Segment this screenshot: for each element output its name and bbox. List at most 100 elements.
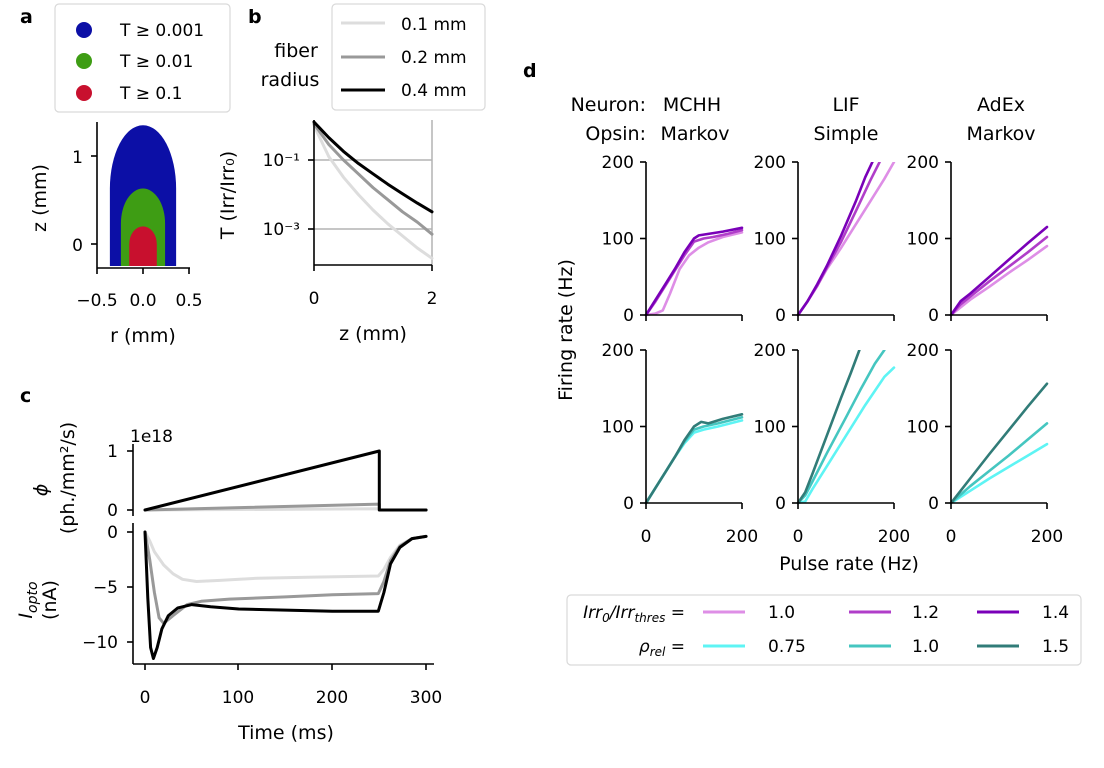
legend-row1-sub1: 0 bbox=[602, 611, 610, 625]
panel-c-bottom-plot bbox=[143, 530, 428, 660]
panel-c-bottom-ylabel-sub: opto bbox=[25, 581, 41, 613]
line-b-0.4mm bbox=[312, 120, 434, 214]
panel-b-legend-title-line1: fiber bbox=[274, 40, 318, 62]
panel-letter-a: a bbox=[20, 6, 33, 28]
panel-d-xlabel: Pulse rate (Hz) bbox=[779, 553, 919, 575]
panel-c-bottom-ytick-1: −5 bbox=[93, 578, 118, 598]
line-d-LIF-Simple-rho-1.0 bbox=[796, 350, 886, 505]
panel-b-ytick-0: 10⁻¹ bbox=[263, 151, 300, 171]
panel-c-top-ylabel-symbol: ϕ bbox=[30, 484, 52, 497]
panel-d-ytick-r0c2-1: 100 bbox=[907, 230, 939, 250]
legend-marker-a-2 bbox=[76, 85, 92, 101]
panel-a-ytick-0: 0 bbox=[72, 236, 83, 256]
panel-d-ytick-r0c0-0: 200 bbox=[602, 153, 634, 173]
subplot-lines bbox=[644, 412, 744, 505]
line-d-MCHH-Markov-rho-1.0 bbox=[644, 415, 744, 505]
line-d-MCHH-Markov-Irr-1.0 bbox=[644, 231, 744, 317]
panel-b-legend-title-line2: radius bbox=[261, 69, 320, 91]
panel-d-xtick-c2-0: 0 bbox=[946, 527, 957, 547]
panel-d: d Neuron: Opsin: MCHH Markov LIF Simple … bbox=[523, 60, 1082, 666]
legend-label-d-irr-1: 1.2 bbox=[912, 603, 939, 623]
legend-row2-rho: ρ bbox=[639, 637, 650, 657]
panel-c-xtick-2: 200 bbox=[316, 688, 348, 708]
panel-b-xtick-1: 2 bbox=[427, 289, 438, 309]
panel-d-ytick-r1c0-1: 100 bbox=[602, 418, 634, 438]
subplot-lines bbox=[796, 350, 896, 505]
line-b-0.1mm bbox=[312, 124, 434, 260]
legend-row1-sub2: thres bbox=[634, 611, 665, 625]
panel-d-xtick-c0-1: 200 bbox=[726, 527, 758, 547]
panel-d-subplots: 200 100 0 200 100 0 200 100 0 200 100 0 200 100 0 200 10… bbox=[602, 153, 1064, 547]
panel-c-top-plot bbox=[143, 449, 428, 512]
legend-label-d-irr-2: 1.4 bbox=[1042, 603, 1069, 623]
panel-c: c 1e18 1 0 ϕ (ph./mm²/s) 0 −5 −10 Iopto … bbox=[15, 385, 442, 744]
line-d-AdEx-Markov-Irr-1.0 bbox=[949, 244, 1049, 317]
panel-c-top-ytick-1: 0 bbox=[107, 501, 118, 521]
subplot-d-MCHH-Markov-Irr bbox=[640, 161, 744, 321]
line-d-AdEx-Markov-Irr-1.4 bbox=[949, 225, 1049, 317]
line-d-MCHH-Markov-Irr-1.2 bbox=[644, 228, 744, 317]
panel-c-xtick-0: 0 bbox=[140, 688, 151, 708]
panel-a-xtick-2: 0.5 bbox=[175, 291, 202, 311]
panel-a-plot bbox=[109, 125, 177, 266]
subplot-lines bbox=[949, 382, 1049, 505]
panel-d-ytick-r1c2-0: 200 bbox=[907, 341, 939, 361]
panel-d-col1-neuron: LIF bbox=[832, 94, 859, 116]
panel-d-ytick-r0c1-0: 200 bbox=[754, 153, 786, 173]
subplot-d-MCHH-Markov-rho bbox=[640, 349, 744, 509]
panel-d-col0-opsin: Markov bbox=[660, 123, 729, 145]
panel-b: b fiber radius 0.1 mm 0.2 mm 0.4 mm 10⁻¹… bbox=[217, 3, 486, 345]
panel-d-neuron-label: Neuron: bbox=[571, 94, 646, 116]
legend-label-b-0: 0.1 mm bbox=[401, 15, 467, 35]
line-c-bottom-0.1mm bbox=[143, 530, 428, 583]
legend-marker-a-0 bbox=[76, 22, 92, 38]
legend-label-d-rho-2: 1.5 bbox=[1042, 637, 1069, 657]
panel-d-ytick-r1c2-1: 100 bbox=[907, 418, 939, 438]
panel-c-bottom-ylabel-unit: (nA) bbox=[39, 580, 61, 620]
panel-a-xtick-1: 0.0 bbox=[129, 291, 156, 311]
panel-c-top-ytick-0: 1 bbox=[107, 442, 118, 462]
panel-d-ytick-r0c0-2: 0 bbox=[623, 306, 634, 326]
subplot-d-AdEx-Markov-Irr bbox=[945, 161, 1049, 321]
panel-d-ylabel: Firing rate (Hz) bbox=[555, 259, 577, 401]
panel-d-ytick-r1c0-0: 200 bbox=[602, 341, 634, 361]
panel-a-legend bbox=[54, 3, 231, 113]
line-d-LIF-Simple-Irr-1.4 bbox=[796, 162, 874, 317]
panel-d-ytick-r0c2-0: 200 bbox=[907, 153, 939, 173]
line-d-LIF-Simple-rho-0.75 bbox=[796, 366, 896, 505]
panel-d-col2-opsin: Markov bbox=[966, 123, 1035, 145]
panel-letter-c: c bbox=[20, 385, 31, 407]
panel-letter-b: b bbox=[248, 6, 262, 28]
legend-row1-mid: /Irr bbox=[608, 603, 636, 623]
legend-label-b-2: 0.4 mm bbox=[401, 81, 467, 101]
panel-d-ytick-r0c1-1: 100 bbox=[754, 230, 786, 250]
legend-label-d-rho-1: 1.0 bbox=[912, 637, 939, 657]
subplot-lines bbox=[796, 162, 896, 317]
panel-d-opsin-label: Opsin: bbox=[585, 123, 646, 145]
line-d-AdEx-Markov-rho-1.5 bbox=[949, 382, 1049, 505]
panel-c-xtick-3: 300 bbox=[410, 688, 442, 708]
legend-row2-sub: rel bbox=[650, 645, 666, 659]
line-c-top-0.4mm bbox=[143, 449, 428, 512]
legend-row1-irr: Irr bbox=[583, 603, 603, 623]
panel-c-xtick-1: 100 bbox=[222, 688, 254, 708]
panel-letter-d: d bbox=[523, 60, 537, 82]
subplot-d-LIF-Simple-Irr bbox=[792, 161, 896, 321]
legend-row1-eq: = bbox=[665, 603, 685, 623]
panel-d-ytick-r1c1-0: 200 bbox=[754, 341, 786, 361]
panel-d-xtick-c0-0: 0 bbox=[641, 527, 652, 547]
panel-a: a T ≥ 0.001 T ≥ 0.01 T ≥ 0.1 1 0 −0.5 0.… bbox=[20, 3, 231, 347]
panel-d-legend bbox=[566, 594, 1082, 666]
panel-a-ytick-1: 1 bbox=[72, 148, 83, 168]
panel-d-legend-row2-label: ρrel = bbox=[639, 637, 685, 659]
panel-d-ytick-r1c2-2: 0 bbox=[928, 494, 939, 514]
subplot-d-AdEx-Markov-rho bbox=[945, 349, 1049, 509]
panel-a-xlabel: r (mm) bbox=[110, 325, 176, 347]
panel-d-ytick-r1c1-1: 100 bbox=[754, 418, 786, 438]
panel-d-col1-opsin: Simple bbox=[814, 123, 879, 145]
panel-d-xtick-c1-1: 200 bbox=[878, 527, 910, 547]
panel-c-xlabel: Time (ms) bbox=[237, 722, 334, 744]
panel-b-xtick-0: 0 bbox=[309, 289, 320, 309]
line-c-bottom-0.4mm bbox=[143, 530, 428, 660]
